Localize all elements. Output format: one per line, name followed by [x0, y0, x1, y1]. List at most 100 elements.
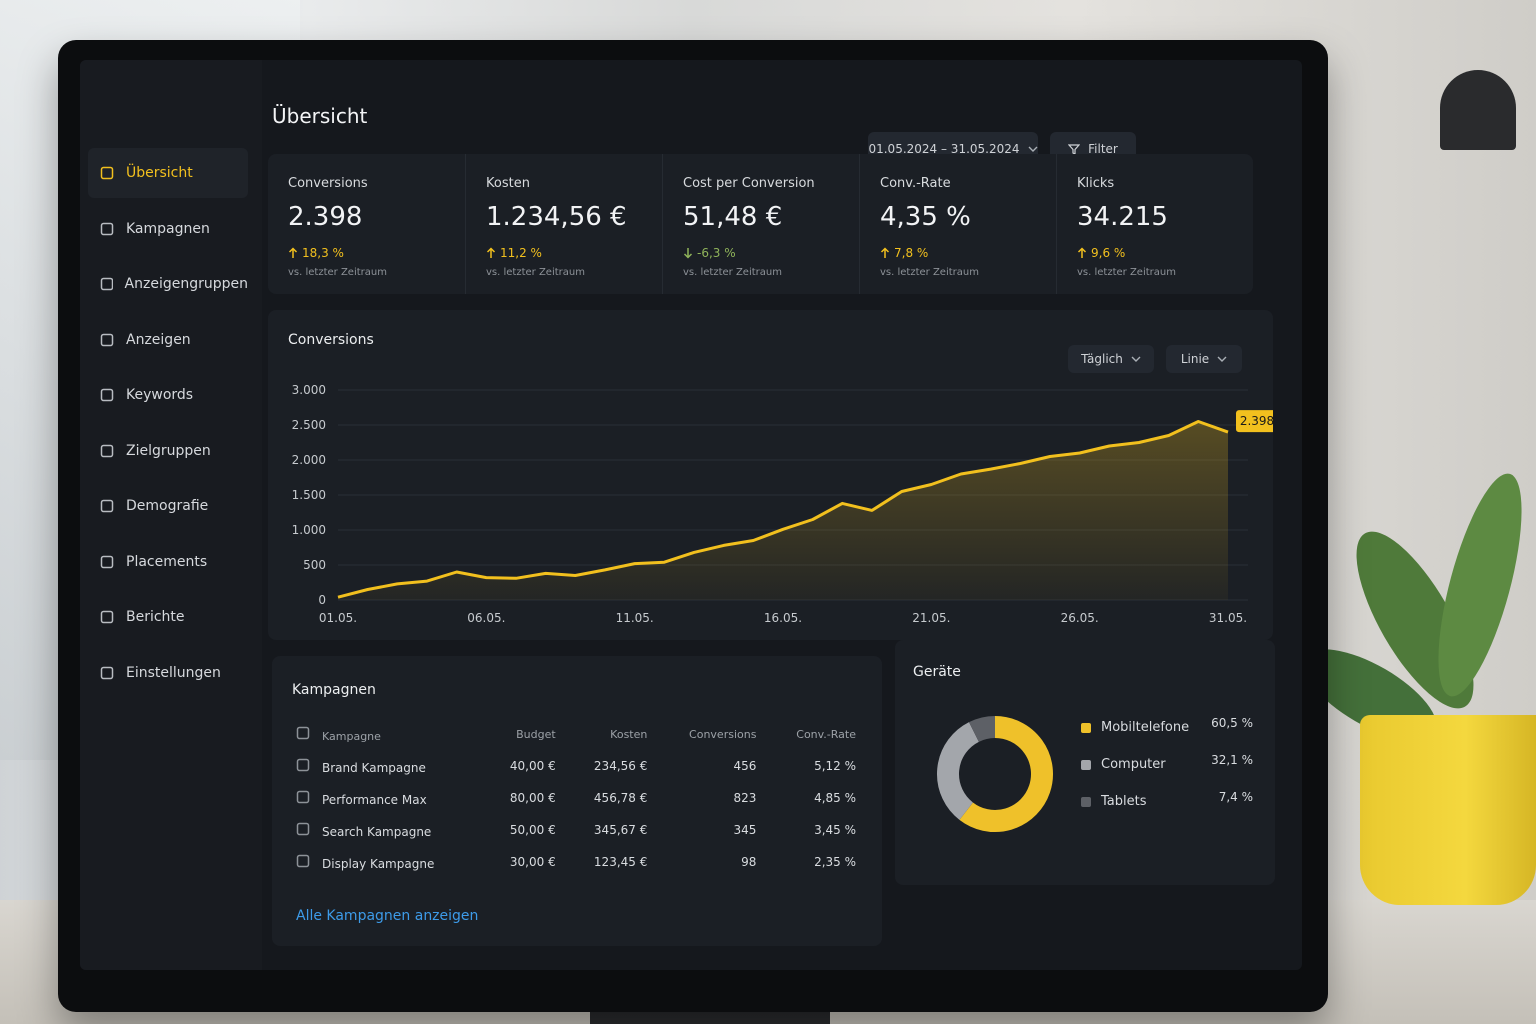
chart-control-label: Linie	[1180, 352, 1210, 366]
trend-arrow	[880, 247, 890, 258]
nav-icon	[296, 790, 310, 803]
nav-icon	[100, 444, 114, 457]
trend-arrow	[1077, 247, 1087, 258]
nav-item[interactable]: Zielgruppen	[88, 426, 248, 476]
nav-icon	[100, 610, 114, 624]
all-campaigns-link[interactable]: Alle Kampagnen anzeigen	[296, 908, 479, 924]
table-cell: 30,00 €	[484, 846, 566, 878]
kpi-change-value: 9,6 %	[1091, 246, 1126, 260]
kpi-change-value: 7,8 %	[894, 246, 929, 260]
kpi-value: 4,35 %	[880, 202, 971, 232]
icon-shape	[100, 499, 114, 513]
trend-arrow	[486, 247, 496, 258]
kpi-change: 11,2 %	[486, 246, 542, 260]
line-chart: 0 500 1.000 1.500 2.000 2.500 3.000 01.05. 06.05…	[292, 383, 1273, 625]
cell-text: Brand Kampagne	[322, 760, 426, 775]
screen: Übersicht Kampagnen Anzeigengruppen Anzeige…	[80, 60, 1302, 970]
donut-chart	[937, 716, 1053, 832]
y-tick-label: 2.000	[292, 453, 326, 467]
nav-item[interactable]: Übersicht	[88, 148, 248, 198]
kpi-card: Klicks 34.215 9,6 % vs. letzter Zeitraum	[1056, 154, 1254, 294]
cell-text: 345,67 €	[593, 823, 648, 837]
table-cell: 123,45 €	[566, 846, 658, 878]
icon-shape	[296, 854, 310, 867]
donut-segment	[959, 716, 1053, 832]
legend-label: Mobiltelefone	[1101, 720, 1190, 735]
cell-text: 50,00 €	[509, 823, 556, 837]
kpi-label: Cost per Conversion	[683, 176, 815, 191]
table-cell: Search Kampagne	[286, 814, 484, 846]
kpi-note: vs. letzter Zeitraum	[1077, 267, 1176, 278]
icon-shape	[296, 758, 310, 771]
nav-label: Demografie	[126, 498, 209, 514]
kpi-change: 18,3 %	[288, 246, 344, 260]
trend-arrow	[288, 247, 298, 258]
kpi-label: Klicks	[1077, 176, 1115, 191]
table-cell: 4,85 %	[766, 782, 866, 814]
table-cell: 456	[657, 750, 766, 782]
nav-item[interactable]: Keywords	[88, 370, 248, 420]
chart-control[interactable]: Linie	[1166, 345, 1242, 373]
nav-label: Keywords	[126, 387, 194, 403]
area	[338, 421, 1228, 600]
nav-label: Zielgruppen	[126, 442, 211, 459]
nav-item[interactable]: Kampagnen	[88, 204, 248, 254]
campaigns-title: Kampagnen	[292, 682, 376, 698]
x-tick-label: 21.05.	[912, 611, 950, 625]
table-cell: 823	[657, 782, 766, 814]
nav-item[interactable]: Placements	[88, 537, 248, 587]
legend-swatch	[1081, 723, 1091, 733]
donut-segment	[937, 722, 980, 820]
column-header-label: Conversions	[689, 727, 757, 741]
column-header-label: Kampagne	[322, 729, 381, 743]
icon-shape	[100, 166, 114, 180]
icon-shape	[100, 222, 114, 235]
kpi-note: vs. letzter Zeitraum	[880, 267, 979, 278]
kpi-label: Kosten	[486, 176, 530, 191]
legend-value: 60,5 %	[1211, 716, 1253, 730]
cell-text: 4,85 %	[814, 791, 856, 805]
column-header-label: Conv.-Rate	[796, 727, 856, 741]
campaigns-panel: Kampagnen Kampagne Budget Kosten Conversions…	[272, 656, 882, 946]
nav-item[interactable]: Berichte	[88, 592, 248, 642]
icon-shape	[100, 610, 114, 624]
table-cell: 234,56 €	[566, 750, 658, 782]
kpi-card: Cost per Conversion 51,48 € -6,3 % vs. letz…	[662, 154, 860, 294]
y-tick-label: 3.000	[292, 383, 326, 397]
filter-shape	[1068, 144, 1081, 155]
kpi-note: vs. letzter Zeitraum	[486, 267, 585, 278]
chart-control[interactable]: Täglich	[1068, 345, 1154, 373]
table-cell: 98	[657, 846, 766, 878]
nav-item[interactable]: Anzeigengruppen	[88, 259, 248, 309]
nav-item[interactable]: Anzeigen	[88, 315, 248, 365]
x-tick-label: 31.05.	[1209, 611, 1247, 625]
plant-pot	[1360, 715, 1536, 905]
cell-text: 234,56 €	[593, 759, 648, 773]
cell-text: Performance Max	[322, 792, 427, 807]
nav-icon	[100, 555, 114, 568]
kpi-label: Conversions	[288, 176, 368, 191]
nav-item[interactable]: Einstellungen	[88, 648, 248, 698]
campaigns-table: Kampagne Budget Kosten Conversions Conv.-Rat…	[286, 718, 866, 878]
kpi-change: -6,3 %	[683, 246, 736, 260]
cell-text: 456,78 €	[593, 791, 648, 805]
icon-shape	[100, 666, 114, 679]
kpi-change: 9,6 %	[1077, 246, 1125, 260]
kpi-change-value: 11,2 %	[500, 246, 542, 260]
nav-icon	[100, 222, 114, 235]
cell-text: 456	[733, 759, 757, 773]
kpi-value: 2.398	[288, 202, 363, 232]
cell-text: 5,12 %	[814, 759, 856, 773]
x-tick-label: 26.05.	[1061, 611, 1099, 625]
icon-shape	[100, 333, 114, 346]
x-tick-label: 01.05.	[319, 611, 357, 625]
chevron-icon	[1217, 356, 1227, 362]
nav-item[interactable]: Demografie	[88, 481, 248, 531]
legend-label: Computer	[1101, 757, 1166, 772]
column-header: Conversions	[657, 718, 766, 750]
nav-icon	[100, 333, 114, 346]
kpi-value: 34.215	[1077, 202, 1168, 232]
nav-icon	[296, 822, 310, 835]
devices-panel: Geräte Mobiltelefone 60,5 % Computer 32,1 % T…	[895, 640, 1275, 885]
table-row: Brand Kampagne 40,00 € 234,56 € 456 5,12 %	[286, 750, 866, 782]
